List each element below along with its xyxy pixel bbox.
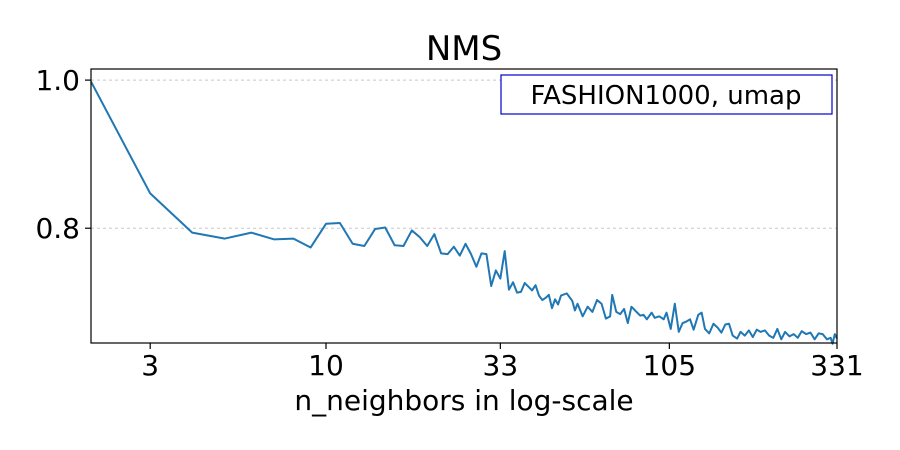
legend: FASHION1000, umap <box>500 74 833 115</box>
x-tick-label: 10 <box>308 349 344 382</box>
y-axis-ticks: 1.0 0.8 <box>35 64 91 245</box>
legend-text: FASHION1000, umap <box>531 81 802 111</box>
y-tick-label: 1.0 <box>35 64 80 97</box>
x-tick-label: 331 <box>810 349 863 382</box>
y-tick-label: 0.8 <box>35 212 80 245</box>
grid-lines <box>91 79 837 229</box>
legend-box <box>500 74 833 115</box>
series-line <box>90 81 838 345</box>
series-layer <box>90 81 838 345</box>
x-axis-ticks: 3 10 33 105 331 <box>141 343 864 382</box>
x-tick-label: 33 <box>483 349 519 382</box>
x-tick-label: 105 <box>643 349 696 382</box>
plot-frame <box>90 68 838 344</box>
x-tick-label: 3 <box>141 349 159 382</box>
chart-title: NMS <box>426 29 502 69</box>
x-axis-label: n_neighbors in log-scale <box>294 384 633 417</box>
